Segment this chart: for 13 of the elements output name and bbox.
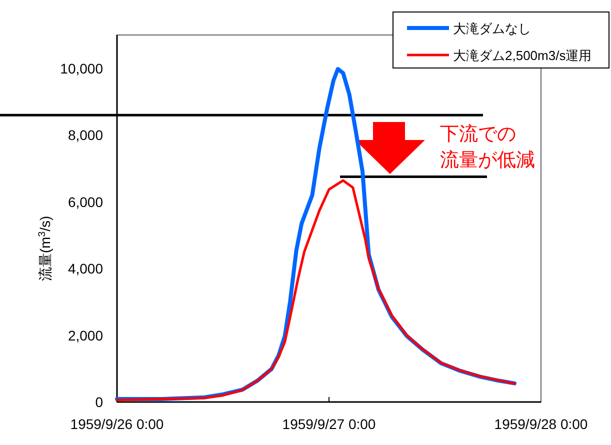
y-tick-label: 0 — [95, 394, 104, 410]
annotation: 下流での流量が低減 — [440, 123, 535, 171]
x-tick-label: 1959/9/28 0:00 — [494, 416, 588, 432]
x-tick-label: 1959/9/26 0:00 — [70, 416, 164, 432]
y-tick-label: 4,000 — [68, 260, 104, 277]
legend-label: 大滝ダムなし — [453, 21, 531, 36]
y-tick-label: 8,000 — [68, 127, 104, 144]
x-tick-label: 1959/9/27 0:00 — [282, 416, 376, 432]
legend-label: 大滝ダム2,500m3/s運用 — [453, 48, 592, 63]
y-tick-label: 2,000 — [68, 327, 104, 344]
y-tick-label: 6,000 — [68, 194, 104, 210]
line-series — [116, 179, 516, 402]
y-tick-label: 10,000 — [60, 60, 104, 76]
